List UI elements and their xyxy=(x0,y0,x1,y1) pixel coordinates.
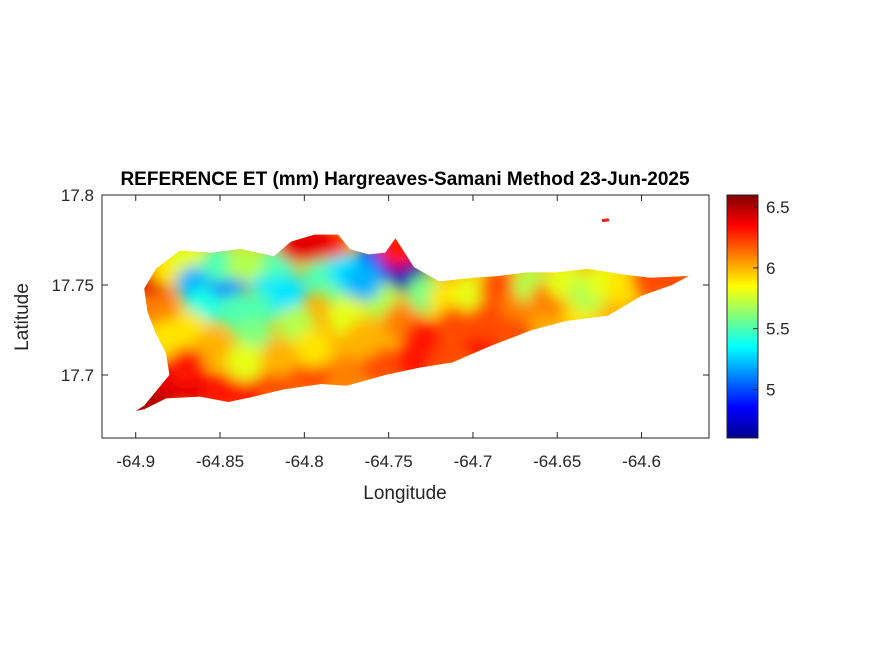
heat-sample xyxy=(260,338,298,376)
colorbar-tick-label: 5 xyxy=(766,380,775,399)
heat-sample xyxy=(403,320,442,358)
heat-sample xyxy=(293,234,332,263)
colorbar-gradient xyxy=(726,194,759,439)
colorbar-ticks: 5 5.5 6 6.5 xyxy=(753,198,790,399)
heat-sample xyxy=(437,305,476,344)
heat-sample xyxy=(226,343,265,382)
heat-sample xyxy=(467,302,506,340)
y-axis-label: Latitude xyxy=(12,283,33,351)
x-tick-label: -64.6 xyxy=(622,452,661,471)
x-tick-label: -64.85 xyxy=(196,452,244,471)
heat-sample xyxy=(293,329,332,367)
colorbar-tick-label: 6.5 xyxy=(766,198,790,217)
plot-area xyxy=(102,195,709,438)
heat-sample xyxy=(344,320,383,358)
x-axis-label: Longitude xyxy=(363,483,446,504)
heat-sample xyxy=(344,262,383,301)
islet-mark xyxy=(601,218,610,223)
colorbar-tick-label: 5.5 xyxy=(766,320,790,339)
chart-title: REFERENCE ET (mm) Hargreaves-Samani Meth… xyxy=(120,169,690,190)
x-tick-label: -64.65 xyxy=(533,452,581,471)
y-tick-label: 17.75 xyxy=(51,276,94,295)
x-tick-label: -64.9 xyxy=(116,452,155,471)
colorbar-tick-label: 6 xyxy=(766,259,775,278)
heat-sample xyxy=(226,244,265,283)
x-tick-label: -64.75 xyxy=(365,452,413,471)
y-axis-ticks: 17.7 17.75 17.8 xyxy=(51,186,709,385)
y-tick-label: 17.8 xyxy=(61,186,94,205)
x-tick-label: -64.8 xyxy=(285,452,324,471)
colorbar: 5 5.5 6 6.5 xyxy=(726,194,790,439)
y-tick-label: 17.7 xyxy=(61,366,94,385)
axes-box xyxy=(101,194,710,439)
heat-sample xyxy=(268,275,307,313)
x-axis-ticks: -64.9 -64.85 -64.8 -64.75 -64.7 -64.65 -64.6 xyxy=(116,195,661,471)
x-tick-label: -64.7 xyxy=(454,452,493,471)
heat-sample xyxy=(167,347,206,385)
